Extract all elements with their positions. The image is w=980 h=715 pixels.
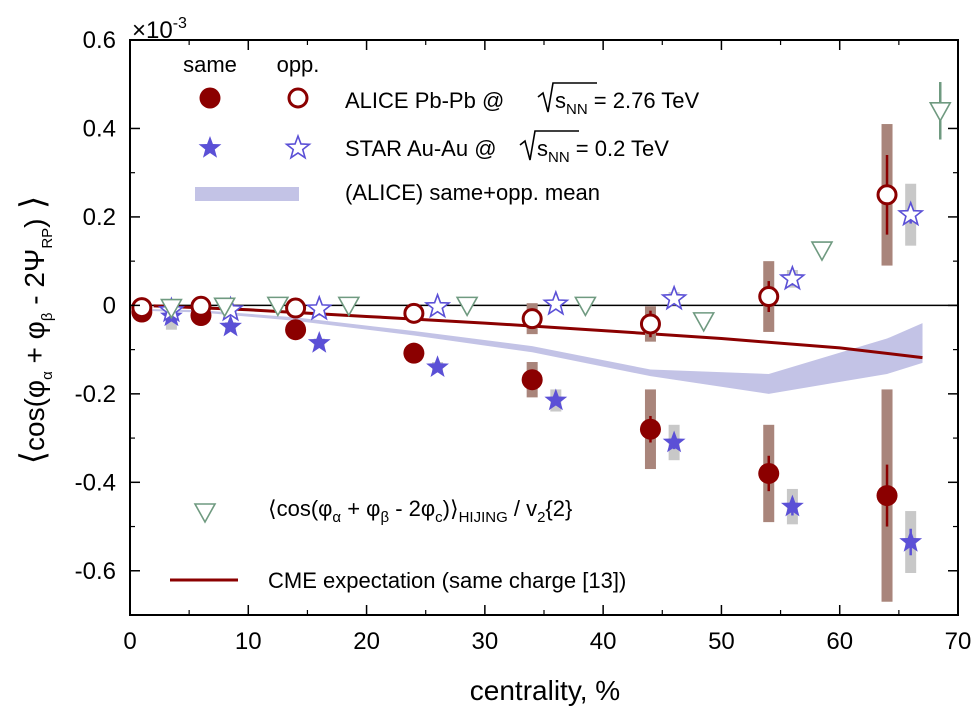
x-tick-label: 70 [945, 628, 972, 655]
alice-same-point [521, 369, 543, 391]
star-same-point [899, 530, 923, 552]
alice-opp-point [285, 297, 307, 319]
hijing-point [213, 297, 236, 318]
y-tick-label: -0.4 [75, 469, 116, 496]
y-tick-label: 0 [103, 292, 116, 319]
legend-hijing-label: ⟨cos(φα + φβ - 2φc)⟩HIJING / v2{2} [268, 496, 572, 526]
legend-band-swatch [195, 187, 299, 201]
marker-layer [131, 101, 952, 552]
legend-entry-hijing: ⟨cos(φα + φβ - 2φc)⟩HIJING / v2{2} [268, 496, 572, 526]
alice-opp-point [521, 308, 543, 330]
legend-header-same: same [183, 52, 237, 77]
x-tick-label: 0 [123, 628, 136, 655]
svg-text:sNN = 0.2 TeV: sNN = 0.2 TeV [537, 136, 669, 166]
y-multiplier: ×10-3 [132, 15, 187, 44]
star-same-point [307, 330, 331, 353]
legend-band-label: (ALICE) same+opp. mean [345, 180, 600, 205]
alice-same-point [403, 342, 425, 364]
x-axis-title: centrality, % [470, 675, 620, 706]
alice-opp-point [190, 295, 212, 317]
alice-same-point [876, 485, 898, 507]
alice-opp-point [876, 184, 898, 206]
cme-line-layer [153, 304, 923, 360]
alice-opp-point [131, 297, 153, 319]
mean-band-layer [141, 308, 923, 394]
tick-layer: 0 10 20 30 40 50 60 70 -0.6 -0.4 -0.2 0 0.2 0.4 0.6 [75, 27, 972, 655]
star-opp-point [305, 294, 333, 321]
legend-alice-opp-marker [287, 87, 309, 109]
x-tick-label: 40 [590, 628, 617, 655]
x-tick-label: 50 [708, 628, 735, 655]
mean-band [141, 308, 923, 394]
x-tick-label: 30 [472, 628, 499, 655]
hijing-point [810, 241, 834, 262]
hijing-point [337, 296, 361, 318]
alice-opp-point [403, 302, 425, 324]
legend-entry-star: STAR Au-Au @ sNN = 0.2 TeV [345, 130, 669, 166]
star-opp-point [660, 284, 688, 311]
star-opp-point [542, 289, 570, 316]
star-same-point [780, 494, 804, 517]
alice-same-point [758, 462, 780, 484]
star-same-point [426, 355, 449, 378]
star-same-point [662, 430, 686, 453]
alice-same-point [285, 319, 307, 341]
alice-opp-point [758, 286, 780, 308]
y-tick-label: 0.6 [83, 27, 116, 54]
legend-entry-alice: ALICE Pb-Pb @ sNN = 2.76 TeV [345, 82, 700, 118]
y-tick-label: 0.4 [83, 115, 116, 142]
svg-text:sNN = 2.76 TeV: sNN = 2.76 TeV [555, 88, 700, 118]
cme-expectation-line [153, 304, 923, 360]
sqrt-sign-star [519, 130, 579, 161]
legend-hijing-marker [193, 503, 217, 524]
alice-opp-point [639, 313, 661, 335]
hijing-point [928, 101, 952, 123]
x-tick-label: 60 [826, 628, 853, 655]
svg-text:⟨cos(φα + φβ - 2ΨRP) ⟩: ⟨cos(φα + φβ - 2ΨRP) ⟩ [14, 196, 56, 464]
hijing-point [266, 296, 290, 318]
star-opp-point [778, 264, 807, 291]
sqrt-sign-alice [537, 82, 597, 113]
hijing-point [455, 296, 479, 318]
star-same-point [544, 388, 568, 411]
x-tick-label: 10 [235, 628, 262, 655]
legend-cme-label: CME expectation (same charge [13]) [268, 568, 626, 593]
star-opp-point [897, 200, 925, 227]
legend-star-label: STAR Au-Au @ [345, 136, 497, 161]
alice-same-point [639, 418, 661, 440]
y-tick-label: 0.2 [83, 204, 116, 231]
star-same-point [219, 314, 242, 337]
x-tick-label: 20 [353, 628, 380, 655]
y-tick-label: -0.6 [75, 558, 116, 585]
y-tick-label: -0.2 [75, 381, 116, 408]
hijing-point [692, 312, 716, 333]
legend-star-same-marker [198, 136, 222, 158]
hijing-point [160, 298, 183, 320]
legend-star-opp-marker [284, 133, 312, 160]
legend-markers [193, 87, 312, 524]
legend-header-opp: opp. [277, 52, 320, 77]
legend-alice-same-marker [199, 87, 221, 109]
legend-alice-label: ALICE Pb-Pb @ [345, 88, 504, 113]
star-opp-point [423, 292, 452, 319]
y-axis-title: ⟨cos(φα + φβ - 2ΨRP) ⟩ [14, 196, 56, 464]
hijing-point [574, 296, 597, 318]
